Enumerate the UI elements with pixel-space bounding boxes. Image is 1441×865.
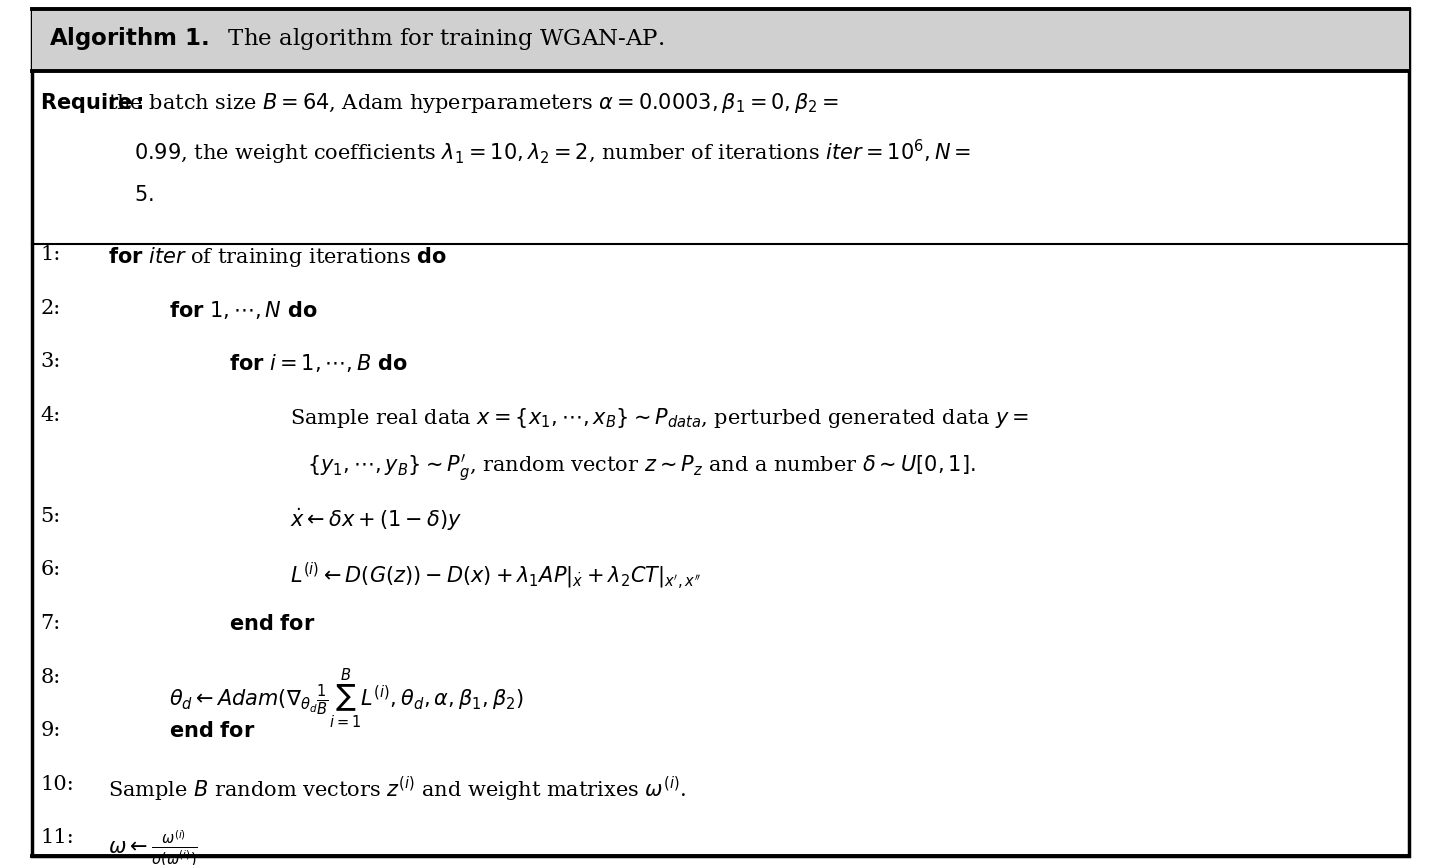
Text: $\mathbf{for}$ $i = 1, \cdots, B$ $\mathbf{do}$: $\mathbf{for}$ $i = 1, \cdots, B$ $\math… xyxy=(229,352,408,375)
Text: Sample $B$ random vectors $z^{(i)}$ and weight matrixes $\omega^{(i)}$.: Sample $B$ random vectors $z^{(i)}$ and … xyxy=(108,775,686,804)
Text: 2:: 2: xyxy=(40,298,61,317)
Text: 3:: 3: xyxy=(40,352,61,371)
Text: 10:: 10: xyxy=(40,775,73,794)
Bar xyxy=(32,9,1409,71)
Text: the batch size $B = 64$, Adam hyperparameters $\alpha = 0.0003, \beta_1 = 0, \be: the batch size $B = 64$, Adam hyperparam… xyxy=(108,91,839,115)
Text: 7:: 7: xyxy=(40,614,61,633)
Text: 6:: 6: xyxy=(40,561,61,580)
Text: $\mathbf{for}$ $1, \cdots, N$ $\mathbf{do}$: $\mathbf{for}$ $1, \cdots, N$ $\mathbf{d… xyxy=(169,298,317,321)
Text: 4:: 4: xyxy=(40,406,61,425)
Text: $\dot{x} \leftarrow \delta x + (1 - \delta)y$: $\dot{x} \leftarrow \delta x + (1 - \del… xyxy=(290,507,461,534)
Text: $\mathbf{end\ for}$: $\mathbf{end\ for}$ xyxy=(169,721,255,741)
Text: $\mathbf{end\ for}$: $\mathbf{end\ for}$ xyxy=(229,614,316,634)
Text: $\omega \leftarrow \frac{\omega^{(i)}}{\sigma(\omega^{(i)})}$: $\omega \leftarrow \frac{\omega^{(i)}}{\… xyxy=(108,829,197,865)
Text: 5:: 5: xyxy=(40,507,61,526)
Text: $\{y_1, \cdots, y_B\} \sim P_g^{\prime}$, random vector $z \sim P_z$ and a numbe: $\{y_1, \cdots, y_B\} \sim P_g^{\prime}$… xyxy=(307,453,976,484)
Text: $L^{(i)} \leftarrow D(G(z)) - D(x) + \lambda_1 AP|_{\dot{x}} + \lambda_2 CT|_{x^: $L^{(i)} \leftarrow D(G(z)) - D(x) + \la… xyxy=(290,561,702,591)
Text: 11:: 11: xyxy=(40,829,73,848)
Text: $\mathbf{for}$ $\mathit{iter}$ of training iterations $\mathbf{do}$: $\mathbf{for}$ $\mathit{iter}$ of traini… xyxy=(108,245,447,269)
Text: $\mathbf{Require:}$: $\mathbf{Require:}$ xyxy=(40,91,144,115)
Text: $\theta_d \leftarrow Adam(\nabla_{\theta_d} \frac{1}{B} \sum_{i=1}^{B} L^{(i)}, : $\theta_d \leftarrow Adam(\nabla_{\theta… xyxy=(169,668,523,730)
Text: $\mathbf{Algorithm\ 1.}$  The algorithm for training WGAN-AP.: $\mathbf{Algorithm\ 1.}$ The algorithm f… xyxy=(49,25,664,53)
Text: 1:: 1: xyxy=(40,245,61,264)
Text: $0.99$, the weight coefficients $\lambda_1 = 10, \lambda_2 = 2$, number of itera: $0.99$, the weight coefficients $\lambda… xyxy=(134,138,971,167)
Text: $5.$: $5.$ xyxy=(134,185,154,205)
Text: 9:: 9: xyxy=(40,721,61,740)
Text: Sample real data $x = \{x_1, \cdots, x_B\} \sim P_{data}$, perturbed generated d: Sample real data $x = \{x_1, \cdots, x_B… xyxy=(290,406,1029,430)
Text: 8:: 8: xyxy=(40,668,61,687)
